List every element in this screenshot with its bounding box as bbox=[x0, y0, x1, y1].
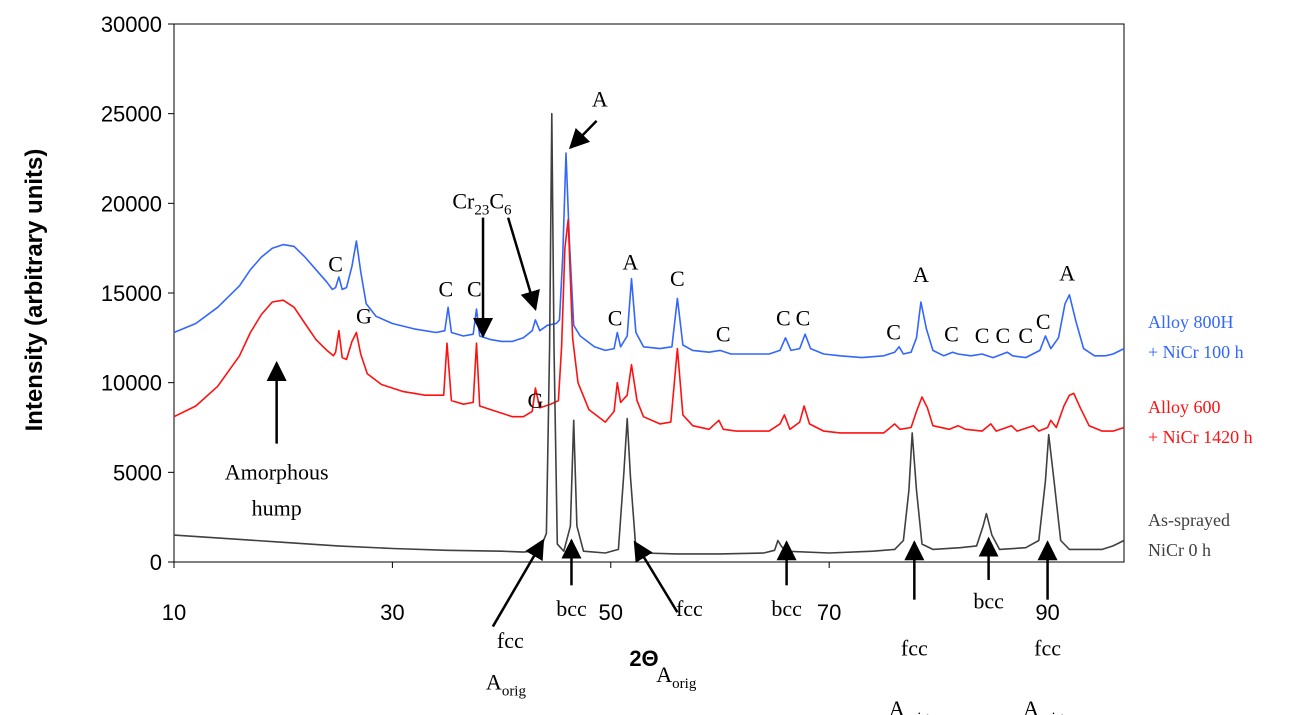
peak-label: G bbox=[527, 388, 543, 413]
x-axis-label: 2Θ bbox=[629, 646, 658, 671]
x-tick-label: 30 bbox=[380, 600, 404, 625]
x-tick-label: 70 bbox=[817, 600, 841, 625]
y-tick-label: 25000 bbox=[101, 102, 162, 127]
legend-entry-0: + NiCr 100 h bbox=[1148, 342, 1244, 362]
peak-label: fcc bbox=[676, 596, 703, 621]
y-tick-label: 5000 bbox=[113, 460, 162, 485]
series-line-1 bbox=[173, 218, 1125, 434]
subscript-label: Aorig bbox=[889, 696, 930, 715]
y-axis-label: Intensity (arbitrary units) bbox=[21, 149, 48, 432]
peak-label: C bbox=[1036, 309, 1051, 334]
legend-entry-2: As-sprayed bbox=[1148, 510, 1230, 530]
peak-label: C bbox=[995, 323, 1010, 348]
peak-label: Amorphous bbox=[225, 460, 329, 485]
y-tick-label: 20000 bbox=[101, 191, 162, 216]
annotation-arrow bbox=[491, 538, 545, 628]
subscript-label: Cr23C6 bbox=[452, 189, 512, 219]
peak-label: C bbox=[944, 321, 959, 346]
annotation-arrow bbox=[633, 540, 679, 613]
peak-label: C bbox=[716, 321, 731, 346]
peak-label: C bbox=[467, 277, 482, 302]
peak-label: G bbox=[356, 303, 372, 328]
peak-label: fcc bbox=[901, 635, 928, 660]
series-line-2 bbox=[173, 112, 1125, 555]
y-tick-label: 10000 bbox=[101, 371, 162, 396]
x-tick-label: 50 bbox=[599, 600, 623, 625]
subscript-label: Aorig bbox=[656, 662, 697, 692]
peak-label: C bbox=[975, 323, 990, 348]
subscript-label: Aorig bbox=[1023, 696, 1064, 715]
legend-entry-1: Alloy 600 bbox=[1148, 397, 1221, 417]
annotation-arrow bbox=[568, 119, 598, 150]
y-tick-label: 15000 bbox=[101, 281, 162, 306]
annotation-arrow bbox=[506, 217, 540, 312]
y-tick-label: 30000 bbox=[101, 12, 162, 37]
x-tick-label: 10 bbox=[162, 600, 186, 625]
peak-label: fcc bbox=[497, 628, 524, 653]
austenite-peak-label: A bbox=[592, 86, 608, 111]
legend-entry-2: NiCr 0 h bbox=[1148, 540, 1211, 560]
subscript-label: Aorig bbox=[486, 669, 527, 699]
peak-label: bcc bbox=[771, 596, 802, 621]
peak-label: A bbox=[1059, 260, 1075, 285]
legend-entry-1: + NiCr 1420 h bbox=[1148, 427, 1253, 447]
legend-entry-0: Alloy 800H bbox=[1148, 312, 1234, 332]
y-tick-label: 0 bbox=[150, 550, 162, 575]
peak-label: hump bbox=[252, 495, 302, 520]
peak-label: C bbox=[776, 305, 791, 330]
peak-label: fcc bbox=[1034, 635, 1061, 660]
peak-label: C bbox=[328, 251, 343, 276]
peak-label: C bbox=[1018, 323, 1033, 348]
peak-label: bcc bbox=[973, 589, 1004, 614]
peak-label: C bbox=[886, 320, 901, 345]
series-line-0 bbox=[173, 152, 1125, 359]
peak-label: bcc bbox=[556, 596, 587, 621]
peak-label: A bbox=[913, 262, 929, 287]
peak-label: C bbox=[670, 266, 685, 291]
peak-label: A bbox=[622, 250, 638, 275]
peak-label: C bbox=[796, 305, 811, 330]
x-tick-label: 90 bbox=[1035, 600, 1059, 625]
peak-label: C bbox=[439, 277, 454, 302]
peak-label: C bbox=[608, 305, 623, 330]
